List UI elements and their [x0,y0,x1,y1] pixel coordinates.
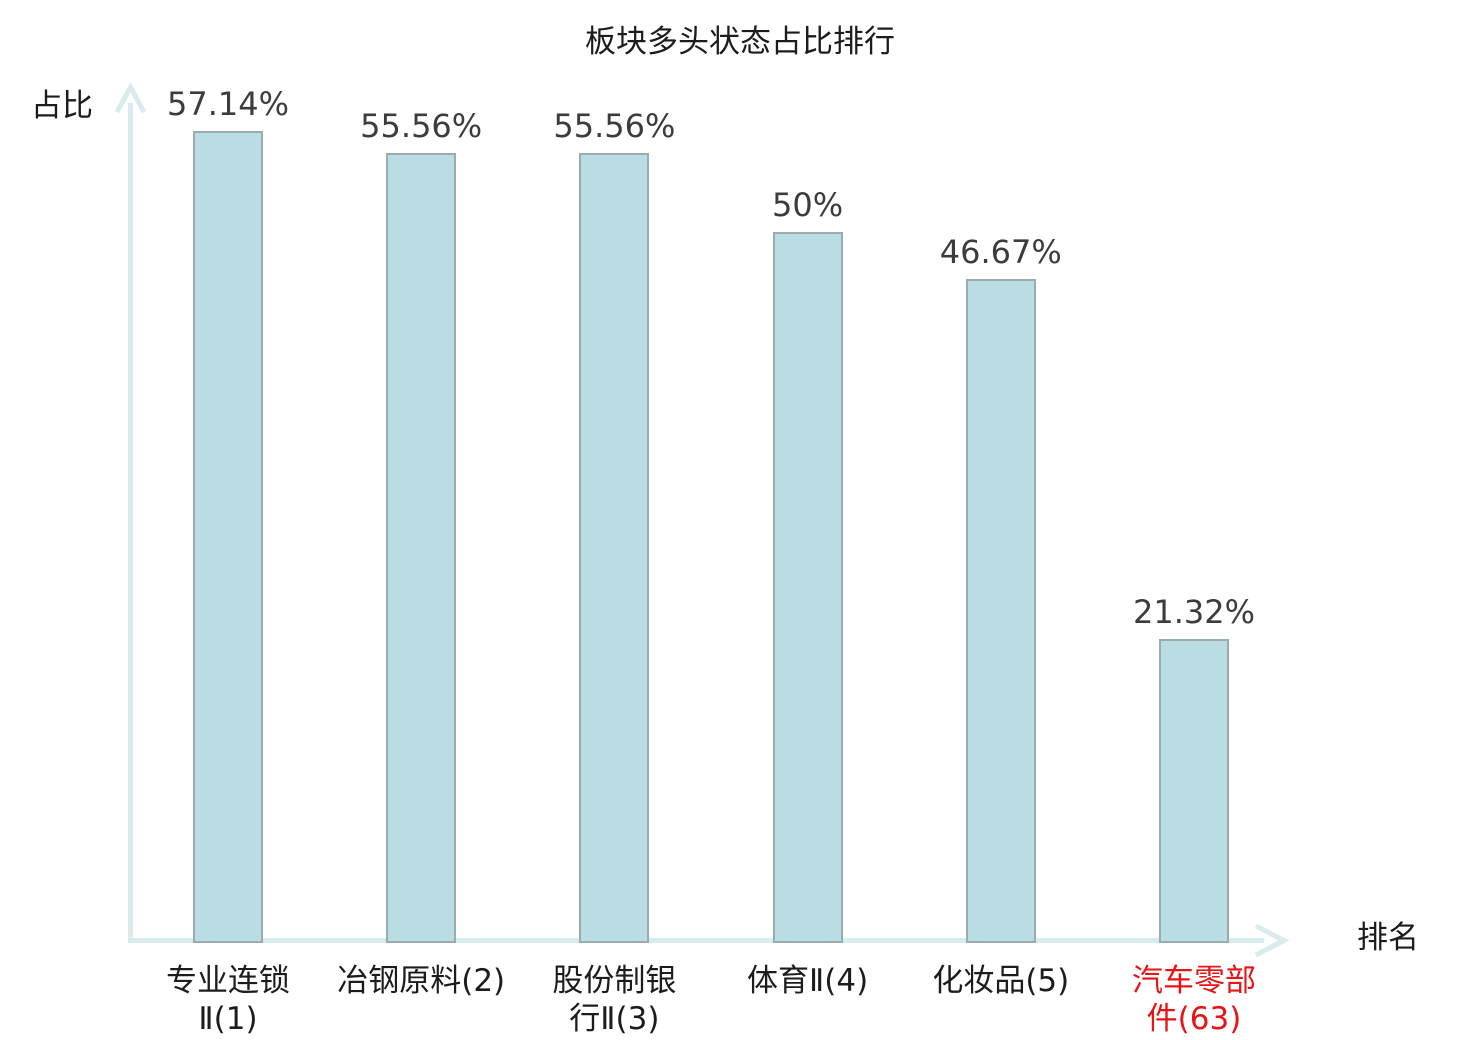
category-label: 冶钢原料(2) [321,962,521,1000]
category-label: 体育Ⅱ(4) [708,962,908,1000]
category-label-line: 体育Ⅱ(4) [747,963,869,999]
category-label: 汽车零部 件(63) [1094,962,1294,1038]
category-label: 股份制银 行Ⅱ(3) [514,962,714,1038]
category-label-line: 专业连锁 [166,963,290,999]
category-label-line: 冶钢原料(2) [337,963,506,999]
bar [193,131,263,943]
bar-value-label: 57.14% [166,85,289,123]
bar [1159,639,1229,943]
category-label-line: 汽车零部 [1132,963,1256,999]
bar [772,232,843,943]
chart-title: 板块多头状态占比排行 [585,24,895,60]
category-label-line: 行Ⅱ(3) [569,1001,660,1037]
bar-value-label: 21.32% [1132,593,1255,631]
bar [386,153,457,943]
x-axis-title: 排名 [1357,920,1419,956]
bar-value-label: 55.56% [360,107,483,145]
bar-value-label: 46.67% [939,233,1062,271]
category-label-line: 件(63) [1146,1001,1242,1037]
bar-value-label: 50% [772,186,844,224]
category-label-line: 股份制银 [552,963,677,999]
y-axis-title: 占比 [31,88,93,124]
category-label: 化妆品(5) [901,962,1101,1000]
category-label-line: Ⅱ(1) [198,1001,258,1037]
bar [579,153,650,943]
category-label-line: 化妆品(5) [932,963,1070,999]
bar-value-label: 55.56% [553,107,676,145]
bar [965,279,1036,943]
category-label: 专业连锁 Ⅱ(1) [128,962,328,1038]
